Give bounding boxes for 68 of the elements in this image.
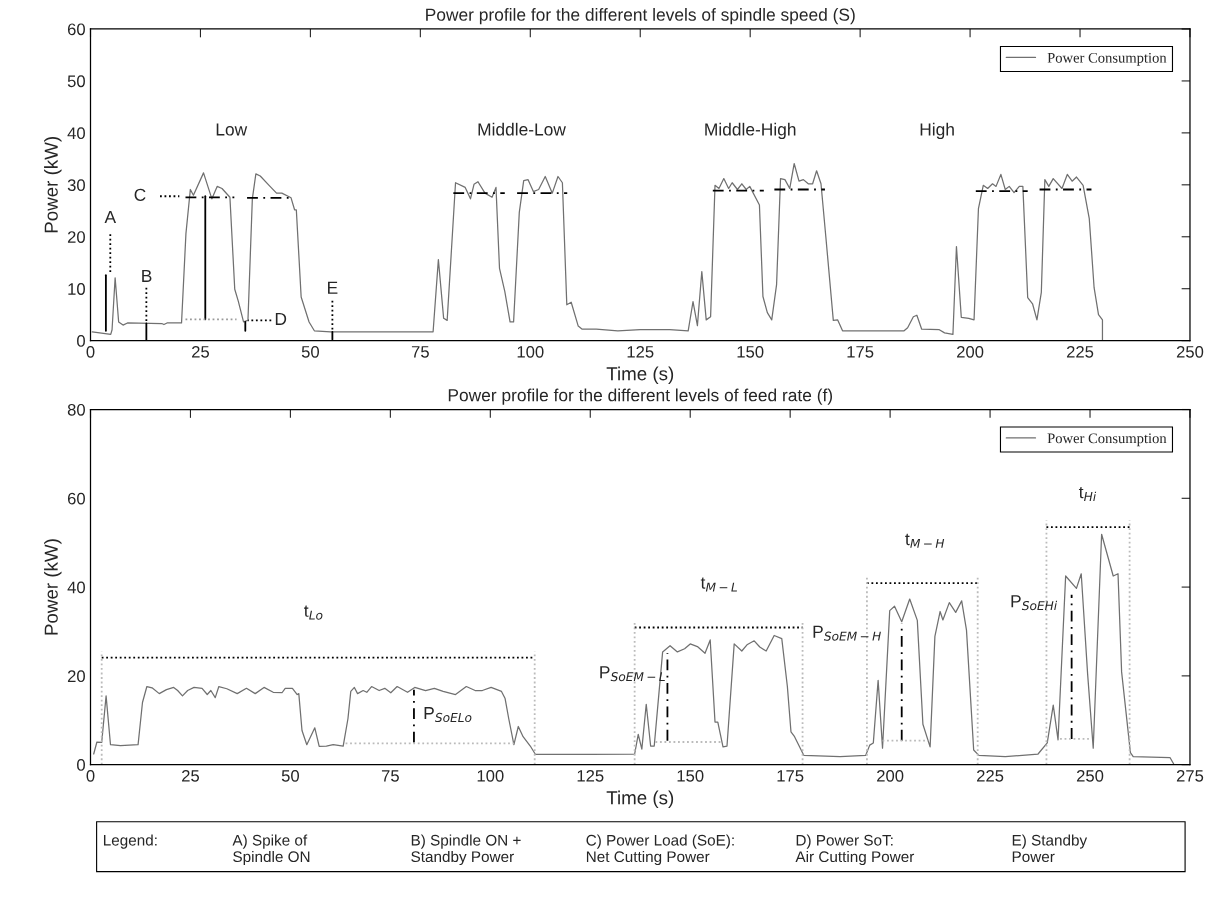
y-axis-title: Power (kW) (44, 539, 62, 635)
x-axis-title: Time (s) (606, 366, 674, 385)
chart-title: Power profile for the different levels of spindle speed (S) (426, 8, 855, 25)
x-tick-label: 0 (86, 345, 95, 358)
annotation: P$_{SoEM−L}$ (600, 666, 665, 682)
annotation: P$_{SoEHi}$ (1011, 595, 1058, 611)
x-tick-label: 25 (182, 769, 200, 782)
x-tick-label: 175 (777, 770, 804, 782)
y-tick-label: 0 (77, 759, 85, 771)
x-tick-label: 250 (1176, 345, 1204, 358)
annotation: t$_{M−H}$ (905, 533, 945, 548)
y-tick-label: 30 (67, 179, 85, 192)
annotation: E (328, 281, 338, 294)
y-axis-title: Power (kW) (44, 137, 62, 233)
annotation: t$_{M−L}$ (700, 577, 737, 592)
legend-label: Power Consumption (1047, 52, 1167, 66)
x-tick-label: 50 (301, 345, 320, 358)
x-tick-label: 150 (737, 345, 764, 358)
x-tick-label: 200 (877, 769, 904, 782)
y-tick-label: 40 (67, 581, 85, 594)
x-tick-label: 200 (957, 345, 984, 358)
x-tick-label: 225 (1066, 345, 1094, 358)
annotation: D (275, 312, 287, 325)
annotation: P$_{SoELo}$ (424, 707, 472, 723)
annotation: B (142, 269, 152, 282)
y-tick-label: 0 (77, 335, 85, 347)
annotation: Middle-High (705, 122, 796, 139)
text: B) Spindle ON + Standby Power (411, 834, 521, 866)
x-tick-label: 75 (411, 346, 429, 358)
y-tick-label: 10 (68, 283, 85, 295)
text: Legend: (103, 834, 157, 849)
y-tick-label: 60 (67, 23, 85, 36)
x-tick-label: 125 (577, 769, 604, 782)
annotation: Low (216, 123, 248, 136)
chart-title: Power profile for the different levels of feed rate (f) (448, 388, 833, 405)
text: A) Spike of Spindle ON (232, 834, 310, 866)
legend-label: Power Consumption (1047, 433, 1167, 447)
y-tick-label: 80 (67, 403, 85, 416)
text: E) Standby Power (1012, 834, 1088, 863)
x-tick-label: 225 (977, 769, 1004, 782)
x-tick-label: 100 (517, 345, 544, 358)
annotation: P$_{SoEM−H}$ (813, 625, 881, 641)
text: D) Power SoT: Air Cutting Power (795, 834, 915, 866)
y-tick-label: 50 (67, 75, 85, 88)
annotation: t$_{Hi}$ (1078, 486, 1097, 501)
annotation: High (920, 122, 954, 139)
annotation: A (104, 211, 117, 223)
x-tick-label: 275 (1176, 769, 1204, 782)
y-tick-label: 20 (67, 231, 85, 243)
x-tick-label: 50 (281, 769, 300, 782)
x-tick-label: 75 (381, 770, 399, 782)
x-tick-label: 0 (86, 769, 95, 782)
x-axis-title: Time (s) (606, 790, 674, 809)
x-tick-label: 150 (677, 769, 704, 782)
y-tick-label: 60 (67, 492, 85, 505)
x-tick-label: 100 (477, 769, 504, 782)
text: C) Power Load (SoE): Net Cutting Power (586, 834, 734, 866)
annotation: t$_{Lo}$ (304, 605, 323, 620)
y-tick-label: 20 (67, 670, 85, 683)
line-series (93, 533, 1175, 765)
annotation: C (134, 188, 146, 202)
line-series (91, 162, 1104, 341)
x-tick-label: 25 (192, 345, 210, 358)
x-tick-label: 175 (847, 346, 874, 358)
y-tick-label: 40 (67, 127, 85, 140)
x-tick-label: 250 (1076, 769, 1104, 782)
x-tick-label: 125 (627, 345, 654, 358)
annotation: Middle-Low (478, 122, 566, 136)
